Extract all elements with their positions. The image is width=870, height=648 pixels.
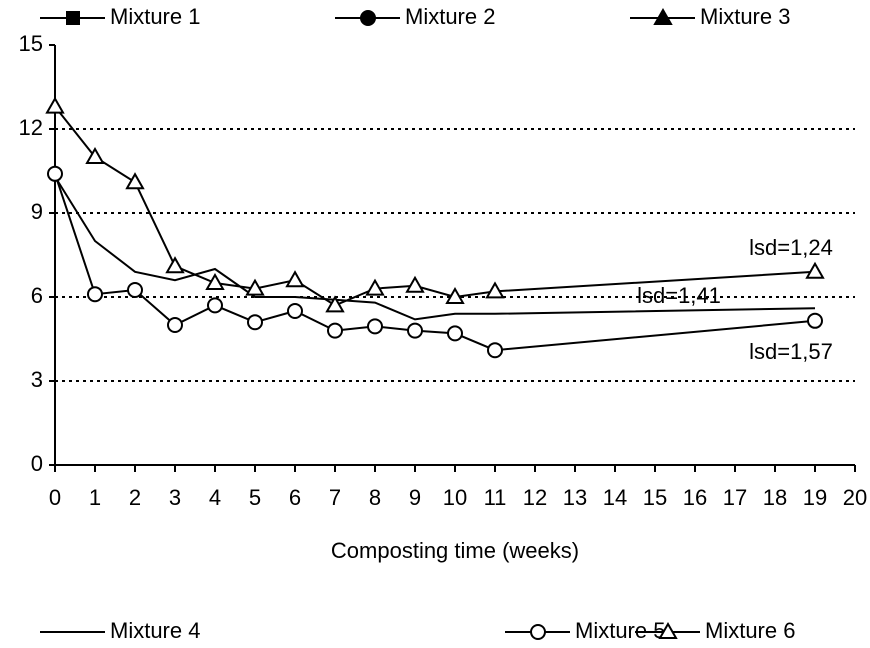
x-tick-label: 17 [723,485,747,510]
x-tick-label: 15 [643,485,667,510]
marker [66,11,80,25]
annotation: lsd=1,41 [637,283,721,308]
x-tick-label: 16 [683,485,707,510]
annotation: lsd=1,57 [749,339,833,364]
marker [407,322,423,339]
marker [247,314,263,331]
marker [405,275,425,293]
marker [47,165,63,182]
marker [445,286,465,304]
x-tick-label: 10 [443,485,467,510]
x-tick-label: 3 [169,485,181,510]
y-tick-label: 6 [31,283,43,308]
legend-label: Mixture 5 [575,618,665,643]
marker [327,322,343,339]
x-tick-label: 5 [249,485,261,510]
y-tick-label: 0 [31,451,43,476]
marker [207,297,223,314]
marker [87,286,103,303]
x-tick-label: 6 [289,485,301,510]
marker [85,146,105,164]
x-tick-label: 2 [129,485,141,510]
marker [807,312,823,329]
x-tick-label: 19 [803,485,827,510]
y-tick-label: 9 [31,199,43,224]
marker [658,621,678,639]
annotation: lsd=1,24 [749,235,833,260]
marker [245,278,265,296]
x-tick-label: 12 [523,485,547,510]
x-tick-label: 8 [369,485,381,510]
y-tick-label: 3 [31,367,43,392]
x-tick-label: 20 [843,485,867,510]
marker [530,624,546,640]
marker [285,270,305,288]
marker [325,295,345,313]
x-tick-label: 0 [49,485,61,510]
marker [165,256,185,274]
marker [447,325,463,342]
y-tick-label: 12 [19,115,43,140]
x-tick-label: 11 [484,485,507,510]
marker [805,261,825,279]
marker [485,281,505,299]
marker [653,7,673,25]
marker [287,303,303,319]
x-tick-label: 18 [763,485,787,510]
x-tick-label: 14 [603,485,627,510]
x-axis-label: Composting time (weeks) [331,538,579,563]
marker [127,282,143,298]
x-tick-label: 4 [209,485,221,510]
marker [167,317,183,333]
marker [365,278,385,296]
marker [125,172,145,190]
marker [487,342,503,359]
x-tick-label: 13 [563,485,587,510]
x-tick-label: 1 [89,485,101,510]
x-tick-label: 7 [329,485,341,510]
marker [45,96,65,114]
marker [367,318,383,335]
x-tick-label: 9 [409,485,421,510]
marker [360,10,376,26]
legend-label: Mixture 2 [405,4,495,29]
marker [205,272,225,290]
legend-label: Mixture 3 [700,4,790,29]
series-line [54,105,816,307]
series-line [54,176,816,321]
legend-label: Mixture 4 [110,618,200,643]
legend-label: Mixture 1 [110,4,200,29]
y-tick-label: 15 [19,31,43,56]
legend-label: Mixture 6 [705,618,795,643]
